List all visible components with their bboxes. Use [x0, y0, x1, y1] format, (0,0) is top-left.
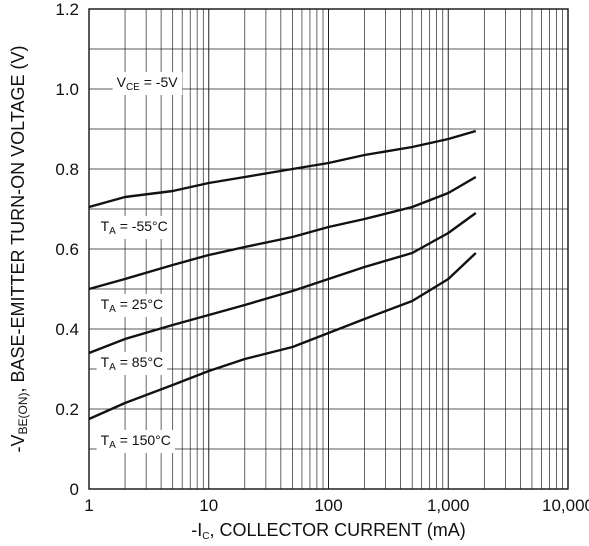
- annotation-background: [96, 294, 168, 317]
- x-tick-label: 1: [84, 496, 93, 515]
- y-tick-label: 0.6: [55, 240, 79, 259]
- series-line: [88, 252, 477, 421]
- annotation-background: [96, 430, 175, 453]
- annotation-background: [96, 216, 172, 239]
- annotation-label: TA = 25°C: [96, 294, 168, 317]
- annotation-background: [96, 352, 168, 375]
- data-series: [88, 129, 477, 421]
- annotation-text: TA = -55°C: [101, 218, 168, 237]
- annotation-text: TA = 25°C: [101, 296, 163, 315]
- x-tick-label: 10,000: [542, 496, 589, 515]
- y-tick-label: 0.8: [55, 160, 79, 179]
- tick-labels: 1 10 100 1,000 10,000 0 0.2 0.4 0.6 0.8 1.0 1.2: [55, 0, 589, 515]
- plot-frame: [88, 8, 569, 490]
- x-tick-label: 1,000: [427, 496, 470, 515]
- y-tick-label: 0.2: [55, 400, 79, 419]
- grid-lines: [89, 9, 568, 489]
- y-axis-label: -VBE(ON), BASE-EMITTER TURN-ON VOLTAGE (…: [8, 45, 30, 452]
- series-line: [88, 175, 477, 291]
- annotation-label: VCE = -5V: [112, 72, 183, 95]
- annotation-label: TA = 150°C: [96, 430, 175, 453]
- y-tick-label: 0: [70, 480, 79, 499]
- x-axis-label: -IC, COLLECTOR CURRENT (mA): [191, 520, 466, 542]
- x-tick-label: 100: [314, 496, 342, 515]
- annotation-text: VCE = -5V: [117, 74, 179, 93]
- x-tick-label: 10: [199, 496, 218, 515]
- y-tick-label: 1.0: [55, 80, 79, 99]
- y-tick-label: 1.2: [55, 0, 79, 19]
- y-tick-label: 0.4: [55, 320, 79, 339]
- series-line: [88, 212, 477, 355]
- annotation-label: TA = 85°C: [96, 352, 168, 375]
- annotations: VCE = -5V TA = -55°C TA = 25°C TA = 85°C TA …: [96, 72, 183, 453]
- annotation-text: TA = 150°C: [101, 432, 171, 451]
- annotation-background: [112, 72, 183, 95]
- series-line: [88, 129, 477, 209]
- annotation-text: TA = 85°C: [101, 354, 163, 373]
- annotation-label: TA = -55°C: [96, 216, 172, 239]
